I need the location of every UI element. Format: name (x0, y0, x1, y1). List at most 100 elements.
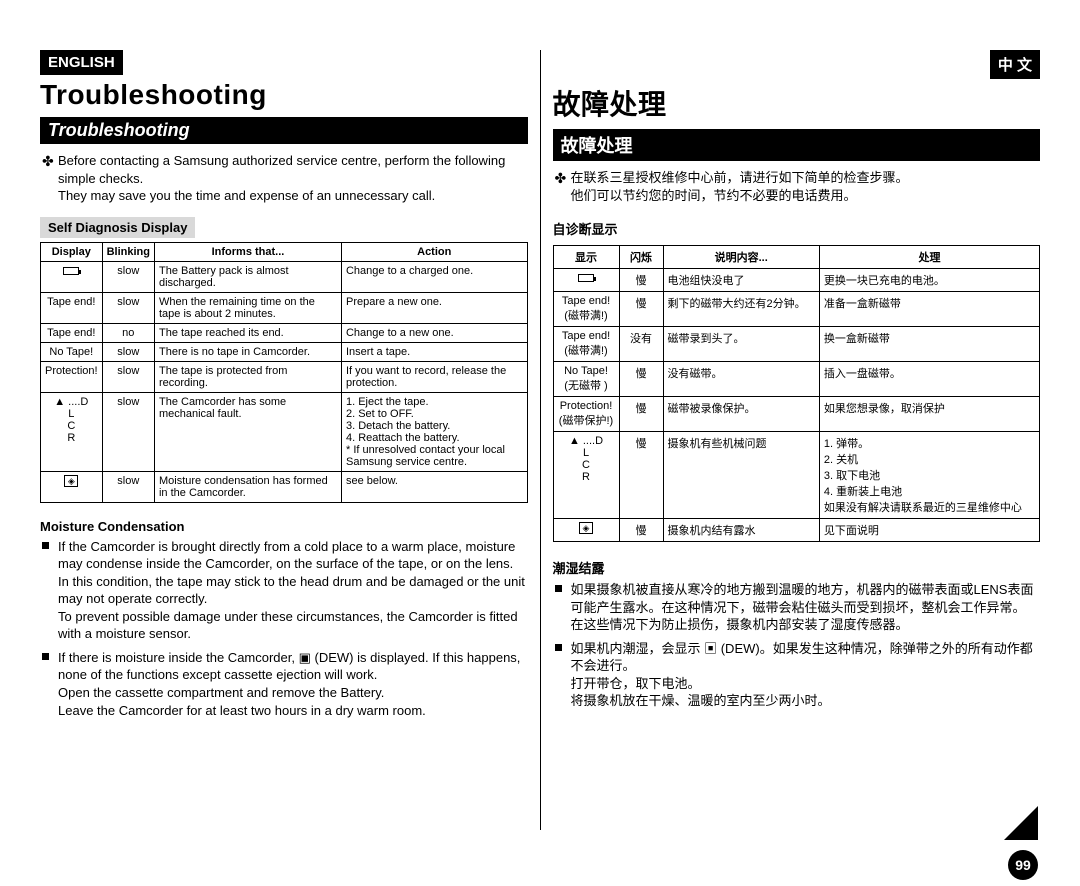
cell-action: Change to a charged one. (341, 261, 527, 292)
cell-blinking: 慢 (619, 362, 663, 397)
th-blinking-en: Blinking (102, 242, 154, 261)
cell-display: Protection! (41, 361, 103, 392)
section-bar-cn: 故障处理 (553, 129, 1041, 161)
cell-informs: 电池组快没电了 (663, 269, 819, 292)
square-bullet-icon (555, 644, 562, 651)
cell-display: Tape end!(磁带满!) (553, 292, 619, 327)
lang-tab-english: ENGLISH (40, 50, 123, 75)
dew-icon: ◈ (64, 475, 78, 487)
cell-blinking: slow (102, 471, 154, 502)
list-item-text: 如果摄象机被直接从寒冷的地方搬到温暖的地方，机器内的磁带表面或LENS表面可能产… (571, 582, 1034, 632)
cell-blinking: slow (102, 292, 154, 323)
list-item: 如果摄象机被直接从寒冷的地方搬到温暖的地方，机器内的磁带表面或LENS表面可能产… (571, 581, 1041, 634)
cell-display: ▲ ....D L C R (41, 392, 103, 471)
cell-blinking: slow (102, 261, 154, 292)
moisture-list-cn: 如果摄象机被直接从寒冷的地方搬到温暖的地方，机器内的磁带表面或LENS表面可能产… (571, 581, 1041, 716)
battery-icon (63, 267, 79, 275)
square-bullet-icon (555, 585, 562, 592)
cell-display: ◈ (41, 471, 103, 502)
list-item: If there is moisture inside the Camcorde… (58, 649, 528, 719)
intro-line1-cn: 在联系三星授权维修中心前，请进行如下简单的检查步骤。 (571, 170, 909, 185)
th-display-cn: 显示 (553, 246, 619, 269)
list-item: If the Camcorder is brought directly fro… (58, 538, 528, 643)
intro-line1-en: Before contacting a Samsung authorized s… (58, 153, 505, 186)
cell-action: 见下面说明 (819, 519, 1039, 542)
page-number-badge: 99 (1008, 850, 1038, 880)
table-row: Protection!(磁带保护!)慢磁带被录像保护。如果您想录像，取消保护 (553, 397, 1040, 432)
cell-informs: The tape reached its end. (154, 323, 341, 342)
list-item-text: If there is moisture inside the Camcorde… (58, 650, 520, 718)
cell-action: 1. 弹带。2. 关机3. 取下电池4. 重新装上电池如果没有解决请联系最近的三… (819, 432, 1039, 519)
battery-icon (578, 274, 594, 282)
table-row: No Tape!(无磁带 )慢没有磁带。插入一盘磁带。 (553, 362, 1040, 397)
cell-action: Change to a new one. (341, 323, 527, 342)
moisture-heading-cn: 潮湿结露 (553, 558, 1041, 577)
th-blinking-cn: 闪烁 (619, 246, 663, 269)
table-row: ◈ 慢摄象机内结有露水见下面说明 (553, 519, 1040, 542)
cell-display (553, 269, 619, 292)
cell-blinking: 慢 (619, 292, 663, 327)
section-bar-en: Troubleshooting (40, 117, 528, 144)
diagnosis-table-cn: 显示 闪烁 说明内容... 处理 慢电池组快没电了更换一块已充电的电池。Tape… (553, 245, 1041, 542)
table-row: Tape end!(磁带满!)慢剩下的磁带大约还有2分钟。准备一盒新磁带 (553, 292, 1040, 327)
cell-display: No Tape!(无磁带 ) (553, 362, 619, 397)
cell-action: 更换一块已充电的电池。 (819, 269, 1039, 292)
intro-text-cn: ✤ 在联系三星授权维修中心前，请进行如下简单的检查步骤。 他们可以节约您的时间，… (571, 169, 1041, 204)
corner-triangle-icon (1004, 806, 1038, 840)
cell-action: Insert a tape. (341, 342, 527, 361)
list-item: 如果机内潮湿，会显示 ▣ (DEW)。如果发生这种情况，除弹带之外的所有动作都不… (571, 640, 1041, 710)
cell-display: ▲ ....D L C R (553, 432, 619, 519)
self-diag-label-cn: 自诊断显示 (553, 216, 626, 241)
cell-blinking: slow (102, 392, 154, 471)
cell-informs: Moisture condensation has formed in the … (154, 471, 341, 502)
cell-display: Tape end! (41, 292, 103, 323)
cell-action: Prepare a new one. (341, 292, 527, 323)
diagnosis-table-en: Display Blinking Informs that... Action … (40, 242, 528, 503)
square-bullet-icon (42, 653, 49, 660)
cell-action: 插入一盘磁带。 (819, 362, 1039, 397)
cell-informs: 没有磁带。 (663, 362, 819, 397)
table-row: Protection!slowThe tape is protected fro… (41, 361, 528, 392)
table-row: Tape end!noThe tape reached its end.Chan… (41, 323, 528, 342)
cell-informs: 剩下的磁带大约还有2分钟。 (663, 292, 819, 327)
intro-text-en: ✤ Before contacting a Samsung authorized… (58, 152, 528, 205)
cell-action: If you want to record, release the prote… (341, 361, 527, 392)
cell-blinking: 慢 (619, 519, 663, 542)
diamond-bullet-icon: ✤ (555, 169, 567, 188)
cell-informs: There is no tape in Camcorder. (154, 342, 341, 361)
cell-display: Protection!(磁带保护!) (553, 397, 619, 432)
th-action-en: Action (341, 242, 527, 261)
cell-blinking: slow (102, 361, 154, 392)
table-row: Tape end!(磁带满!)没有磁带录到头了。换一盒新磁带 (553, 327, 1040, 362)
intro-line2-cn: 他们可以节约您的时间，节约不必要的电话费用。 (571, 188, 857, 203)
cell-blinking: 慢 (619, 432, 663, 519)
page-title-cn: 故障处理 (553, 83, 1041, 123)
list-item-text: 如果机内潮湿，会显示 ▣ (DEW)。如果发生这种情况，除弹带之外的所有动作都不… (571, 641, 1033, 709)
cell-informs: When the remaining time on the tape is a… (154, 292, 341, 323)
cell-action: see below. (341, 471, 527, 502)
square-bullet-icon (42, 542, 49, 549)
table-row: ▲ ....D L C RslowThe Camcorder has some … (41, 392, 528, 471)
cell-display: Tape end! (41, 323, 103, 342)
page-title-en: Troubleshooting (40, 79, 528, 111)
cell-action: 准备一盒新磁带 (819, 292, 1039, 327)
th-action-cn: 处理 (819, 246, 1039, 269)
cell-informs: 摄象机内结有露水 (663, 519, 819, 542)
cell-action: 如果您想录像，取消保护 (819, 397, 1039, 432)
column-english: ENGLISH Troubleshooting Troubleshooting … (40, 50, 540, 866)
self-diag-label-en: Self Diagnosis Display (40, 217, 195, 238)
cell-display: ◈ (553, 519, 619, 542)
table-row: No Tape!slowThere is no tape in Camcorde… (41, 342, 528, 361)
cell-display: Tape end!(磁带满!) (553, 327, 619, 362)
cell-informs: 磁带被录像保护。 (663, 397, 819, 432)
manual-page: ENGLISH Troubleshooting Troubleshooting … (40, 50, 1040, 866)
cell-blinking: 慢 (619, 269, 663, 292)
intro-line2-en: They may save you the time and expense o… (58, 188, 435, 203)
cell-action: 换一盒新磁带 (819, 327, 1039, 362)
cell-action: 1. Eject the tape.2. Set to OFF.3. Detac… (341, 392, 527, 471)
cell-informs: The tape is protected from recording. (154, 361, 341, 392)
table-row: Tape end!slowWhen the remaining time on … (41, 292, 528, 323)
table-row: 慢电池组快没电了更换一块已充电的电池。 (553, 269, 1040, 292)
lang-tab-chinese: 中 文 (990, 50, 1040, 79)
dew-icon: ◈ (579, 522, 593, 534)
